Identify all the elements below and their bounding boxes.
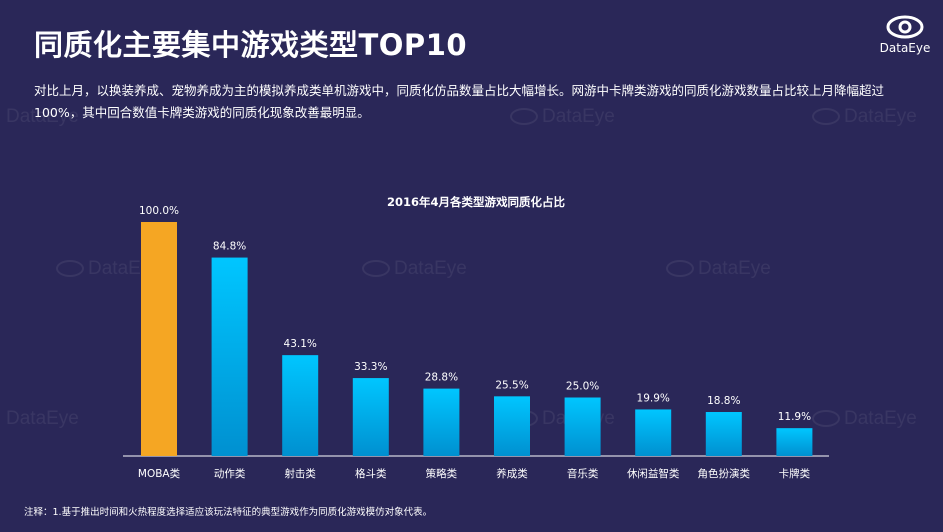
chart-title: 2016年4月各类型游戏同质化占比 <box>387 195 566 209</box>
bar-value-label: 25.5% <box>495 379 528 391</box>
bar-value-label: 33.3% <box>354 361 387 373</box>
category-tick-label: 角色扮演类 <box>698 467 751 480</box>
bar-value-label: 100.0% <box>139 205 179 217</box>
bar-value-label: 19.9% <box>637 392 670 404</box>
category-tick-label: 休闲益智类 <box>627 467 680 480</box>
bar-value-label: 18.8% <box>707 395 740 407</box>
bar-value-label: 43.1% <box>284 338 317 350</box>
category-tick-label: 动作类 <box>214 467 246 480</box>
watermark: DataEye <box>812 408 917 430</box>
dataeye-logo: DataEye <box>872 14 938 55</box>
bar-10 <box>776 428 813 456</box>
bar-3 <box>282 355 319 456</box>
logo-text: DataEye <box>879 41 931 55</box>
watermark: DataEye <box>6 408 79 429</box>
category-tick-label: 格斗类 <box>355 467 387 480</box>
bar-value-label: 84.8% <box>213 241 246 253</box>
eye-logo-icon <box>886 15 924 39</box>
bar-8 <box>635 409 672 456</box>
bar-4 <box>352 378 389 456</box>
category-tick-label: 养成类 <box>496 467 528 480</box>
page-title: 同质化主要集中游戏类型TOP10 <box>34 28 468 62</box>
bar-1 <box>141 222 177 456</box>
category-tick-label: 音乐类 <box>567 467 599 480</box>
bar-2 <box>211 257 248 456</box>
bar-7 <box>564 397 601 456</box>
category-tick-label: 射击类 <box>284 467 316 480</box>
watermark: DataEye <box>362 258 467 280</box>
watermark: DataEye <box>812 106 917 128</box>
bar-5 <box>423 388 460 456</box>
bar-9 <box>705 412 742 456</box>
category-tick-label: MOBA类 <box>138 467 181 480</box>
watermark: DataEye <box>6 106 79 127</box>
watermark: DataEye <box>510 106 615 128</box>
bar-value-label: 11.9% <box>778 411 811 423</box>
watermark: DataEye <box>666 258 771 280</box>
bar-6 <box>494 396 530 456</box>
description-text: 对比上月，以换装养成、宠物养成为主的模拟养成类单机游戏中，同质化仿品数量占比大幅… <box>34 83 885 120</box>
category-tick-label: 策略类 <box>426 467 458 480</box>
footnote: 注释：1.基于推出时间和火热程度选择适应该玩法特征的典型游戏作为同质化游戏模仿对… <box>24 507 433 518</box>
bar-value-label: 28.8% <box>425 372 458 384</box>
category-tick-label: 卡牌类 <box>779 467 811 480</box>
bar-value-label: 25.0% <box>566 381 599 393</box>
